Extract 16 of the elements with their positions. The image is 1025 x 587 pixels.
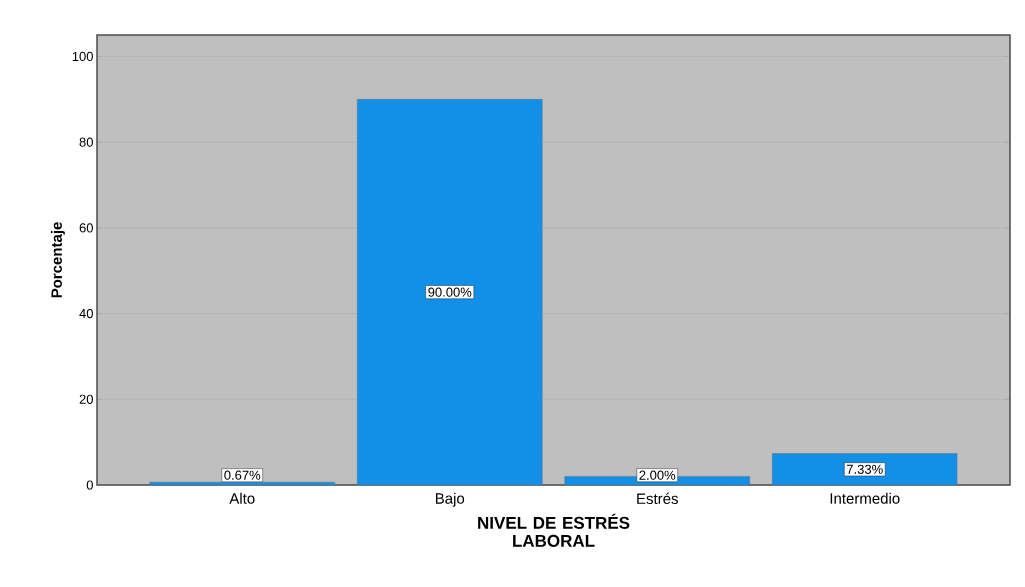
data-label: 0.67% [224,470,261,480]
x-tick-label: Estrés [637,492,678,504]
data-label: 2.00% [639,470,676,480]
data-label: 90.00% [428,287,472,297]
x-axis-title: NIVEL DE ESTRÉS LABORAL [478,513,630,547]
y-tick-label: 40 [79,308,93,319]
y-tick-label: 80 [79,137,93,147]
y-tick-label: 20 [79,394,93,404]
data-label: 7.33% [847,464,883,474]
x-tick-label: Intermedio [830,492,900,504]
y-tick-label: 60 [79,223,93,233]
x-tick-label: Alto [229,492,255,504]
y-tick-label: 0 [86,480,93,490]
x-tick-label: Bajo [435,492,465,507]
y-axis-title: Porcentaje [50,222,65,298]
y-tick-label: 100 [72,51,93,62]
